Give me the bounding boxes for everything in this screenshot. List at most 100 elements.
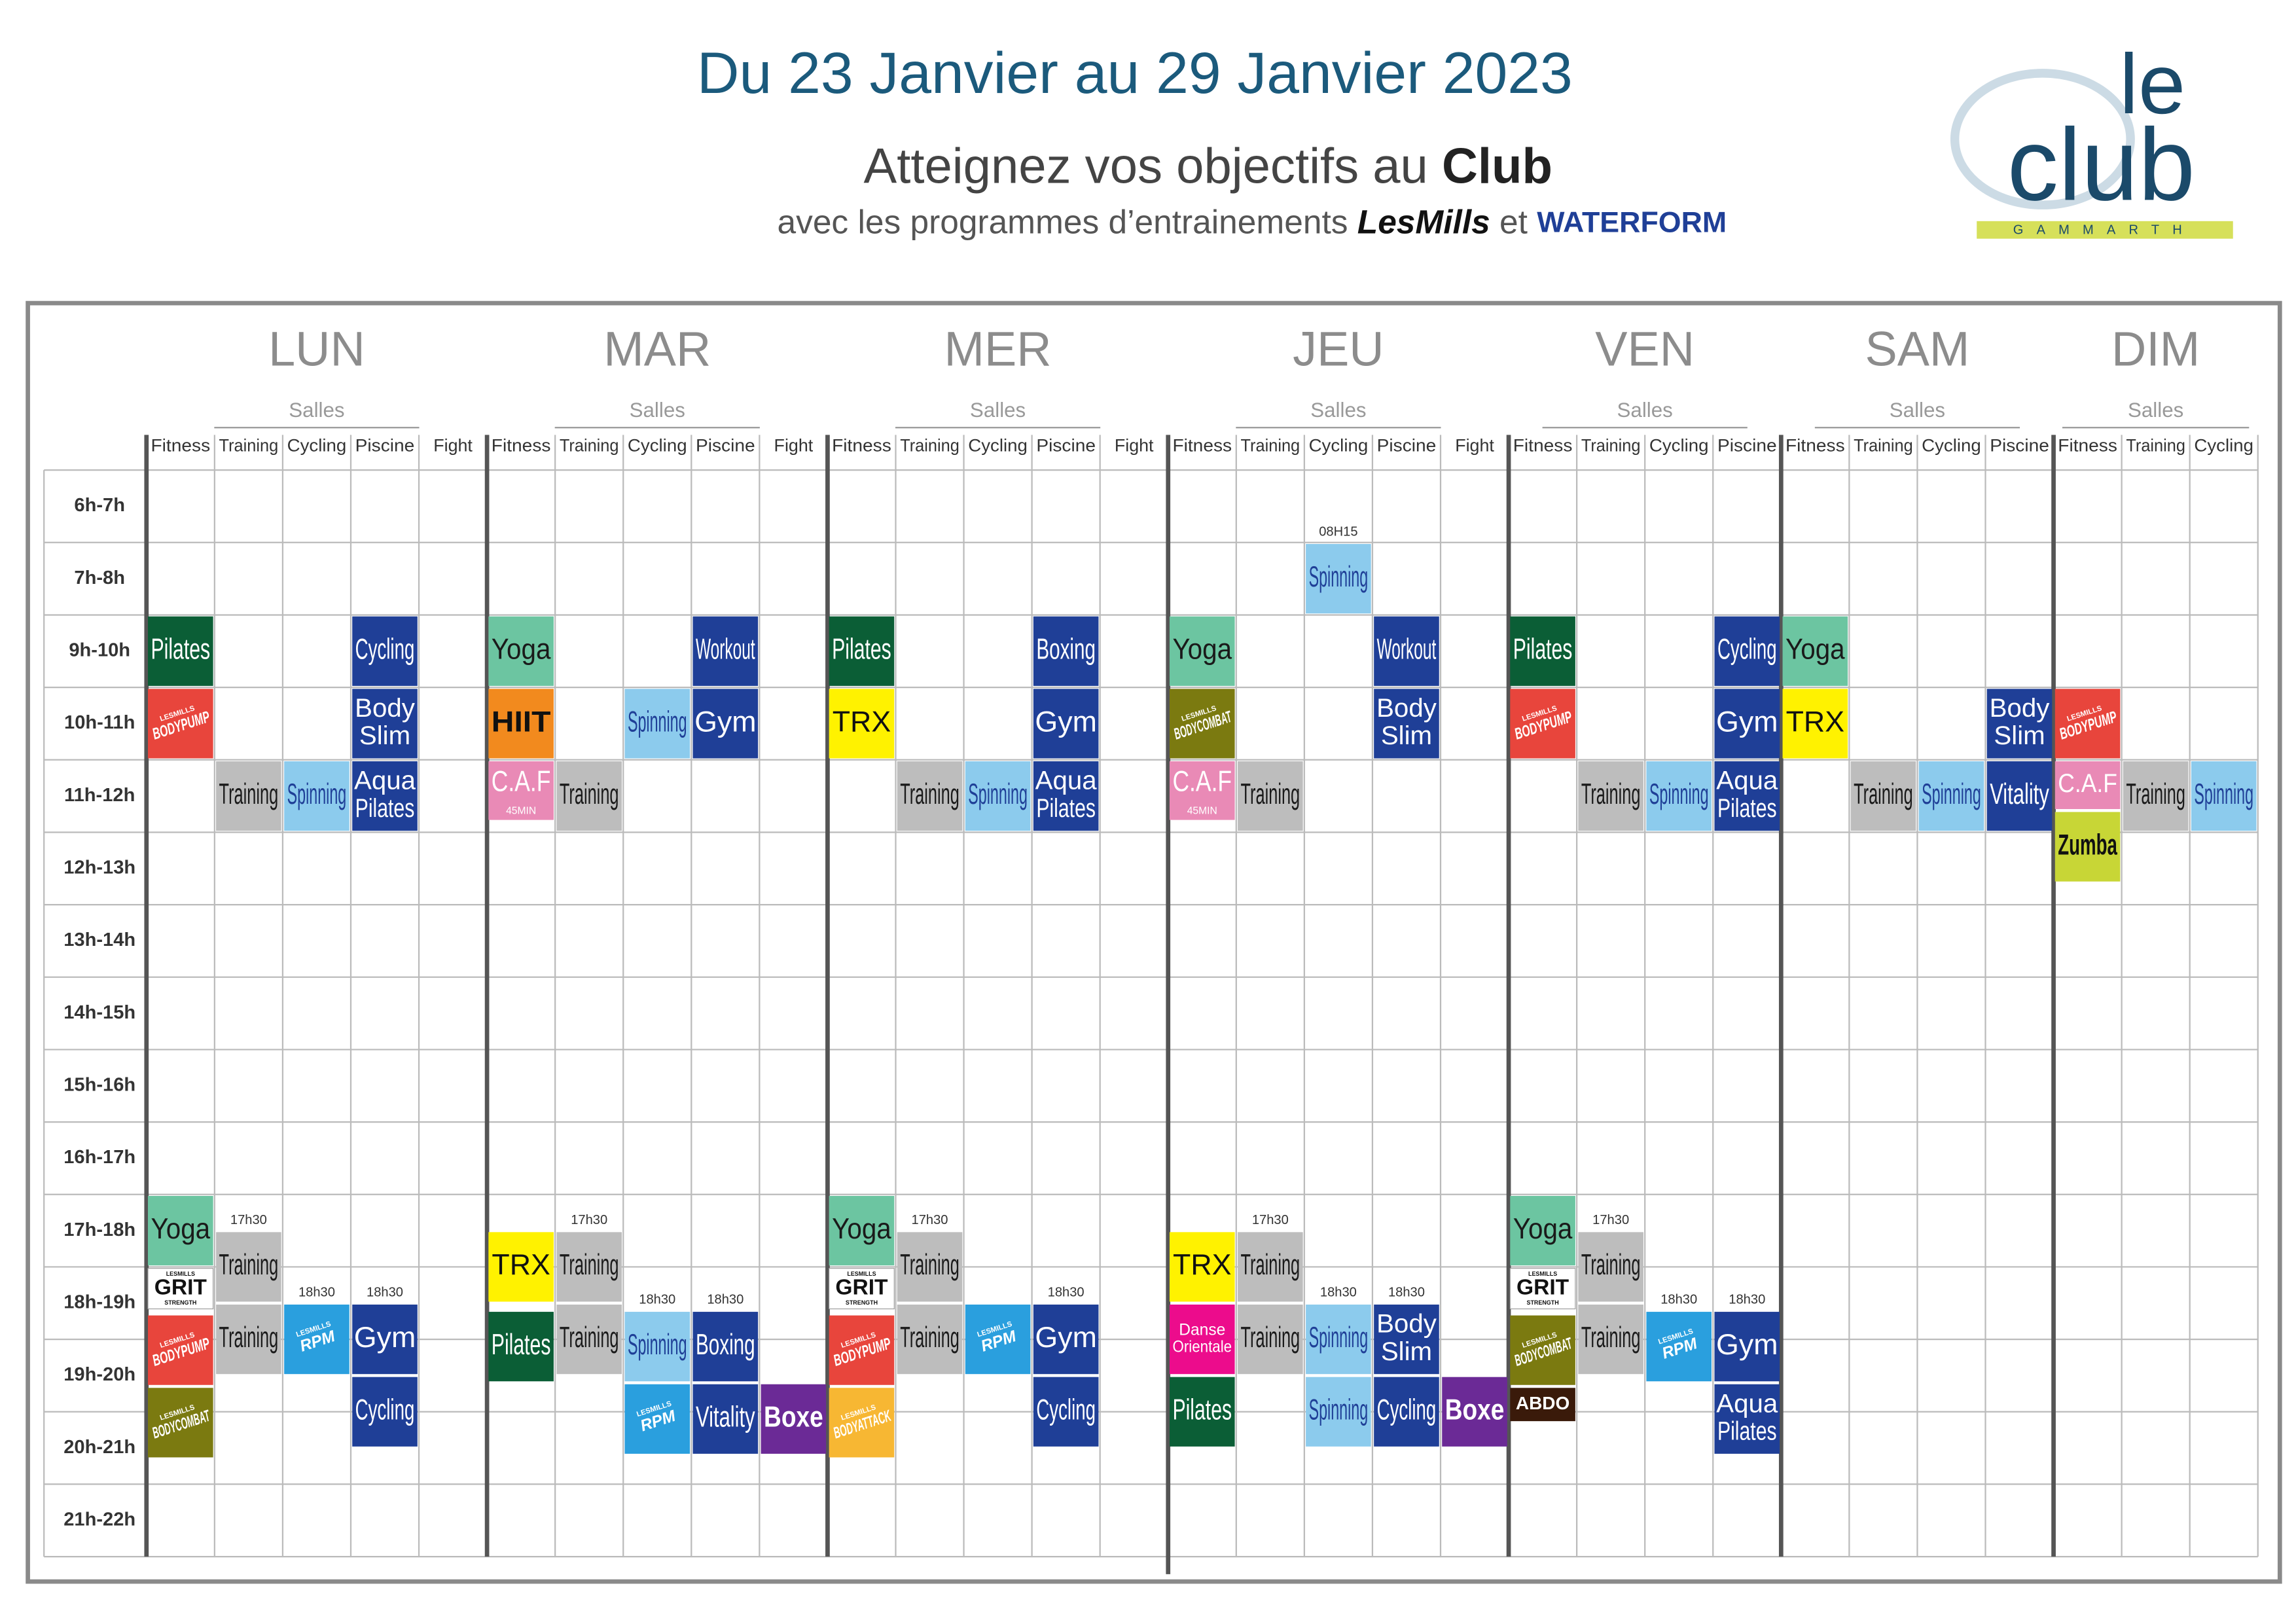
session-block — [147, 1268, 214, 1310]
session-block — [692, 616, 759, 686]
session: Spinning — [624, 689, 691, 759]
session-label: Training — [219, 1248, 279, 1281]
session-label: Yoga — [151, 1212, 211, 1245]
session-time: 17h30 — [912, 1213, 948, 1227]
session-time: 17h30 — [230, 1213, 267, 1227]
session-block — [488, 616, 554, 686]
session-block — [624, 1384, 691, 1454]
time-label: 11h-12h — [64, 785, 135, 806]
session-time: 08H15 — [1319, 524, 1357, 539]
conjunction: et — [1499, 202, 1528, 240]
session-label: Training — [1241, 1321, 1300, 1354]
session-label: Spinning — [2194, 778, 2253, 810]
session: C.A.F 45MIN — [488, 761, 554, 820]
session-block — [352, 761, 418, 831]
rooms-label: Salles — [1617, 399, 1673, 422]
session: Spinning — [1646, 761, 1712, 831]
session-label: Body — [1376, 1309, 1437, 1339]
session-block — [829, 1268, 895, 1310]
time-label: 17h-18h — [63, 1219, 135, 1240]
session: 18h30 Gym — [1714, 1292, 1780, 1382]
session-block — [1510, 1388, 1575, 1422]
session-label: C.A.F — [2058, 768, 2117, 798]
session-block — [1306, 1377, 1371, 1447]
session-block — [488, 1312, 554, 1382]
session-block — [1033, 1305, 1099, 1375]
session: Training — [556, 1305, 622, 1375]
session-brand: LESMILLS — [847, 1271, 876, 1277]
session: Training — [216, 1305, 281, 1375]
session-block — [488, 1232, 554, 1302]
session-block — [2054, 761, 2121, 810]
session: 17h30 Training — [897, 1213, 963, 1302]
session-label: Training — [1581, 1321, 1641, 1354]
time-label: 18h-19h — [63, 1291, 135, 1312]
session: Cycling — [352, 1377, 418, 1447]
tagline: Atteignez vos objectifs au Club — [863, 139, 1552, 194]
session-block — [216, 1232, 281, 1302]
logo-place: GAMMARTH — [2013, 223, 2195, 238]
session-label: Pilates — [1513, 633, 1573, 666]
session-block — [1510, 689, 1575, 759]
session-label: Pilates — [492, 1328, 551, 1361]
rooms-label: Salles — [1890, 399, 1945, 422]
session-label: Cycling — [1036, 1394, 1096, 1426]
session-block — [148, 616, 213, 686]
session-time: 18h30 — [367, 1285, 403, 1299]
session-label: Training — [1241, 1248, 1300, 1281]
tagline-text: Atteignez vos objectifs au — [863, 139, 1427, 194]
room-name: Fitness — [1172, 435, 1232, 455]
session-block — [1714, 689, 1780, 759]
session-label: Training — [900, 1248, 960, 1281]
session-label: Workout — [1377, 633, 1437, 666]
brand-lesmills: LesMills — [1357, 202, 1490, 240]
session-label: Aqua — [354, 766, 416, 795]
session-label: Training — [560, 1248, 619, 1281]
session-block — [1918, 761, 1984, 831]
session-block — [2054, 812, 2121, 882]
session-block — [624, 1312, 691, 1382]
session-label: Body — [355, 693, 416, 723]
session: Pilates — [1169, 1377, 1235, 1447]
session: C.A.F — [2054, 761, 2121, 810]
session-block — [488, 761, 554, 820]
session-label: Gym — [1035, 705, 1096, 738]
session: Training — [897, 761, 963, 831]
session-label: Gym — [1035, 1321, 1096, 1354]
time-label: 15h-16h — [63, 1074, 135, 1095]
rooms-label: Salles — [1310, 399, 1366, 422]
session-label: Training — [560, 778, 619, 810]
room-name: Cycling — [968, 435, 1028, 455]
session-label: Body — [1376, 693, 1437, 723]
session-block — [216, 1305, 281, 1375]
rooms-label: Salles — [289, 399, 344, 422]
session-label: GRIT — [835, 1275, 888, 1299]
room-name: Cycling — [1649, 435, 1709, 455]
rooms-label: Salles — [630, 399, 685, 422]
session: TRX — [1169, 1232, 1235, 1302]
session-block — [2123, 761, 2189, 831]
room-name: Fitness — [832, 435, 891, 455]
session-label: Body — [1990, 693, 2051, 723]
session-time: 18h30 — [1729, 1292, 1765, 1307]
session-label: Gym — [1716, 1328, 1778, 1361]
session: Cycling — [1033, 1377, 1099, 1447]
session-label: Vitality — [1990, 778, 2049, 810]
session-block — [1169, 1305, 1235, 1375]
session-label: Vitality — [696, 1401, 755, 1434]
session-block — [1169, 689, 1235, 759]
day-name: DIM — [2111, 322, 2200, 376]
session-label: Slim — [359, 721, 410, 750]
session: 17h30 Training — [1238, 1213, 1303, 1302]
session: Gym — [1033, 689, 1099, 759]
session-label: Pilates — [151, 633, 211, 666]
session: Training — [2123, 761, 2189, 831]
session: 08H15 Spinning — [1306, 524, 1371, 614]
session-label: TRX — [1173, 1248, 1231, 1281]
session: Spinning — [1306, 1377, 1371, 1447]
